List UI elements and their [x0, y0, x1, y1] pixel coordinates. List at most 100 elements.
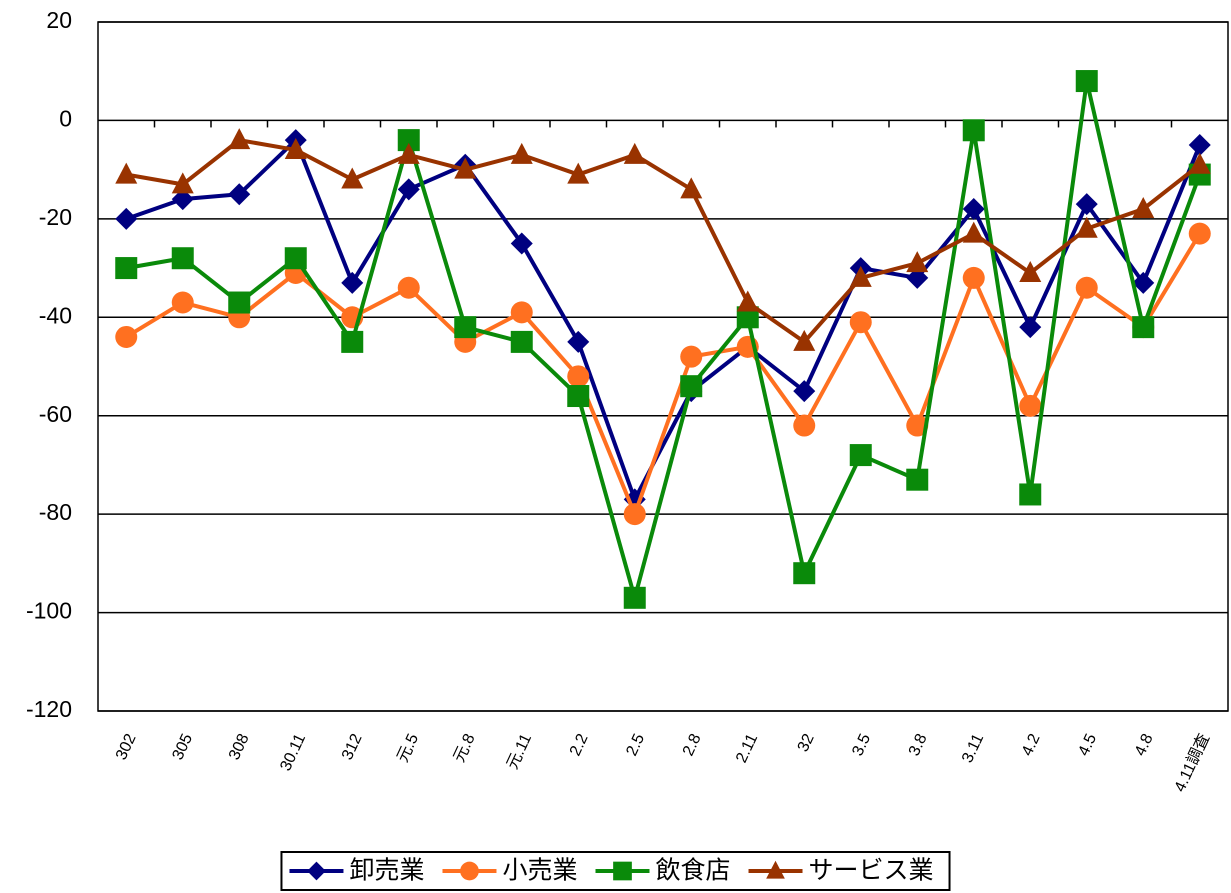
marker: [623, 586, 646, 609]
marker: [1188, 152, 1211, 174]
x-tick-label: 4.11調査: [1171, 731, 1214, 795]
y-tick-label: 20: [46, 7, 72, 33]
marker: [510, 232, 533, 255]
y-tick-label: -40: [39, 302, 72, 328]
marker: [962, 119, 985, 142]
marker: [284, 247, 307, 270]
marker: [1188, 222, 1211, 245]
marker: [115, 162, 138, 184]
marker: [906, 266, 929, 289]
y-tick-label: 0: [59, 106, 72, 132]
x-tick-label: 305: [170, 731, 197, 762]
marker: [510, 301, 533, 324]
marker: [906, 414, 929, 437]
x-tick-label: 3.5: [849, 731, 874, 758]
x-tick-label: 2.8: [680, 731, 705, 758]
marker: [397, 129, 420, 152]
series-line: [125, 232, 1202, 517]
marker: [793, 329, 816, 351]
x-tick-label: 302: [113, 731, 140, 762]
marker: [567, 385, 590, 408]
legend-label: 小売業: [502, 857, 577, 885]
x-tick-label: 2.11: [733, 731, 761, 765]
marker: [1188, 134, 1211, 157]
marker: [171, 172, 194, 194]
marker: [962, 266, 985, 289]
marker: [849, 311, 872, 334]
marker: [1019, 483, 1042, 506]
marker: [341, 330, 364, 353]
legend-label: サービス業: [809, 857, 934, 885]
marker: [1019, 316, 1042, 339]
marker: [397, 142, 420, 164]
marker: [228, 183, 251, 206]
marker: [397, 276, 420, 299]
x-tick-label: 32: [795, 731, 818, 754]
series-line: [125, 138, 1201, 344]
x-tick-label: 4.2: [1019, 731, 1044, 758]
marker: [1132, 316, 1155, 339]
y-tick-label: -120: [26, 696, 72, 722]
marker: [736, 306, 759, 329]
marker: [680, 375, 703, 398]
y-tick-label: -20: [39, 204, 72, 230]
x-tick-label: 312: [339, 731, 366, 762]
y-tick-label: -100: [26, 598, 72, 624]
marker: [307, 861, 326, 881]
marker: [341, 167, 364, 189]
marker: [1132, 271, 1155, 294]
marker: [171, 188, 194, 211]
marker: [510, 330, 533, 353]
marker: [1075, 70, 1098, 93]
marker: [849, 444, 872, 467]
series-line: [125, 79, 1202, 600]
marker: [228, 291, 251, 314]
marker: [115, 207, 138, 230]
x-tick-label: 2.2: [567, 731, 592, 758]
x-tick-label: 30.11: [277, 731, 309, 773]
marker: [680, 177, 703, 199]
marker: [906, 251, 929, 273]
marker: [1075, 193, 1098, 216]
marker: [454, 316, 477, 339]
marker: [454, 157, 477, 179]
marker: [284, 137, 307, 159]
marker: [228, 128, 251, 150]
marker: [115, 257, 138, 280]
marker: [613, 861, 632, 881]
legend-label: 飲食店: [656, 857, 731, 885]
marker: [623, 142, 646, 164]
marker: [341, 271, 364, 294]
marker: [906, 468, 929, 491]
marker: [567, 365, 590, 388]
marker: [1019, 260, 1042, 282]
marker: [1075, 216, 1098, 238]
series-line: [125, 138, 1202, 502]
x-tick-label: 元.11: [504, 731, 535, 772]
marker: [680, 345, 703, 368]
marker: [460, 861, 479, 881]
marker: [793, 562, 816, 585]
marker: [793, 380, 816, 403]
marker: [510, 142, 533, 164]
x-tick-label: 3.8: [906, 731, 931, 758]
x-tick-label: 308: [226, 731, 253, 762]
marker: [623, 503, 646, 526]
x-tick-label: 2.5: [623, 731, 648, 758]
marker: [849, 265, 872, 287]
marker: [397, 178, 420, 201]
marker: [793, 414, 816, 437]
marker: [962, 221, 985, 243]
legend-label: 卸売業: [349, 857, 424, 885]
marker: [115, 325, 138, 348]
marker: [567, 330, 590, 353]
marker: [962, 198, 985, 221]
marker: [1132, 197, 1155, 219]
x-tick-label: 元.5: [394, 731, 422, 765]
marker: [171, 291, 194, 314]
x-tick-label: 元.8: [451, 731, 479, 765]
x-tick-label: 4.8: [1132, 731, 1157, 758]
marker: [171, 247, 194, 270]
x-tick-label: 4.5: [1075, 731, 1100, 758]
